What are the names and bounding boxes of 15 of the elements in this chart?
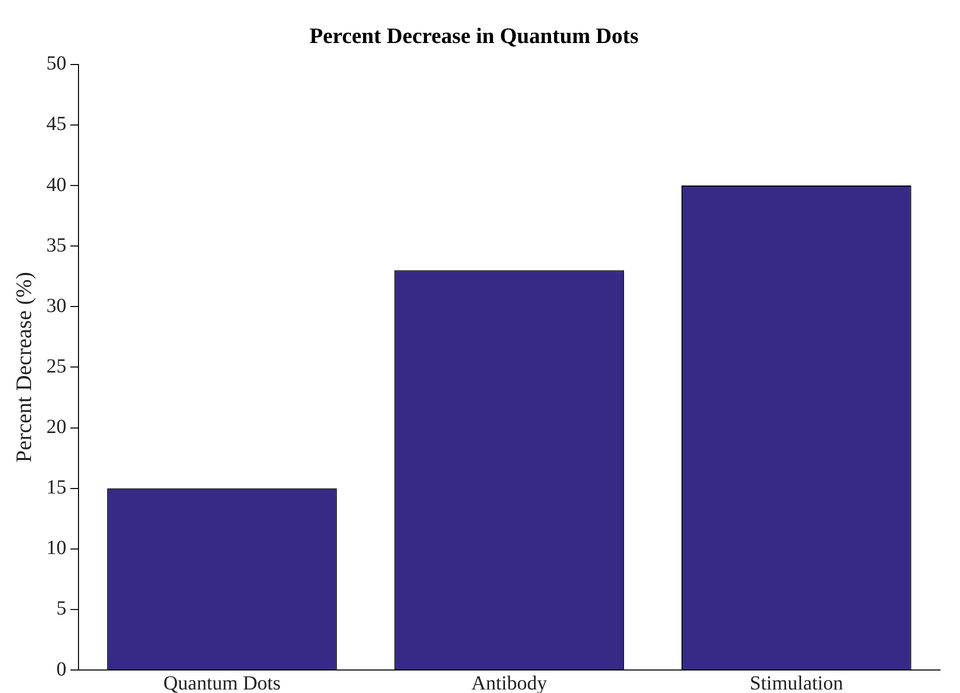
y-tick-label: 45	[46, 113, 66, 136]
y-tick-label: 5	[56, 598, 66, 620]
x-tick-label: Quantum Dots	[163, 672, 281, 693]
y-tick-label: 0	[56, 658, 66, 680]
y-tick-label: 10	[46, 537, 66, 560]
y-tick-label: 20	[46, 416, 66, 438]
chart-title: Percent Decrease in Quantum Dots	[309, 22, 639, 48]
y-tick-label: 15	[46, 476, 66, 499]
y-tick-label: 35	[46, 234, 66, 256]
x-tick-label: Stimulation	[750, 672, 844, 693]
y-tick-label: 40	[46, 174, 66, 196]
y-tick-label: 50	[46, 52, 66, 75]
y-tick-label: 30	[46, 294, 66, 317]
y-tick-label: 25	[46, 355, 66, 378]
y-axis-title: Percent Decrease (%)	[10, 272, 36, 462]
